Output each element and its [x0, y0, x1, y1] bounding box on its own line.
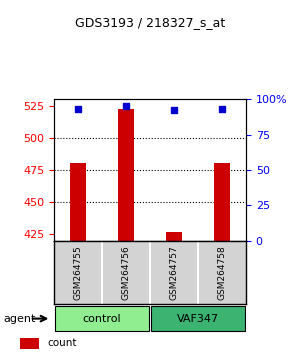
FancyBboxPatch shape	[55, 306, 149, 331]
Text: GSM264758: GSM264758	[218, 245, 226, 300]
Text: GSM264756: GSM264756	[122, 245, 130, 300]
Bar	[118, 109, 134, 241]
Text: GDS3193 / 218327_s_at: GDS3193 / 218327_s_at	[75, 16, 225, 29]
Bar	[20, 338, 39, 349]
Text: control: control	[83, 314, 121, 324]
Text: VAF347: VAF347	[177, 314, 219, 324]
Bar	[166, 232, 182, 241]
Text: GSM264757: GSM264757	[169, 245, 178, 300]
Bar	[214, 164, 230, 241]
Text: GSM264755: GSM264755	[74, 245, 82, 300]
Text: agent: agent	[3, 314, 35, 324]
Bar	[70, 164, 86, 241]
FancyBboxPatch shape	[151, 306, 245, 331]
Text: count: count	[47, 338, 77, 348]
